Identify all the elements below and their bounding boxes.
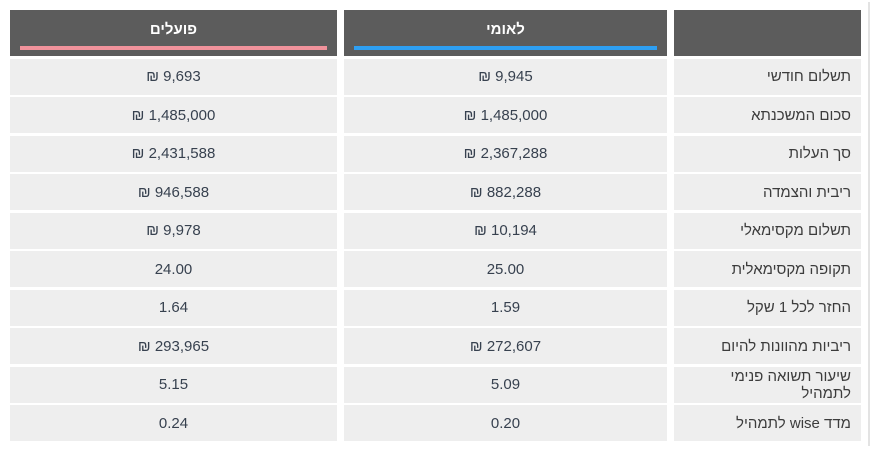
poalim-value-cell: 0.24: [10, 405, 337, 441]
column-header-poalim: פועלים: [10, 10, 337, 56]
metric-label-cell: סכום המשכנתא: [674, 97, 861, 133]
leumi-value-cell: 1.59: [344, 289, 667, 326]
column-header-metrics-empty: [674, 10, 861, 56]
leumi-value-cell: 5.09: [344, 366, 667, 403]
leumi-value-cell: ₪ 9,945: [344, 58, 667, 95]
poalim-value-cell: 5.15: [10, 366, 337, 403]
mortgage-comparison-table: פועלים לאומי ₪ 9,693 ₪ 9,945 תשלום חודשי…: [10, 10, 861, 441]
leumi-value-cell: ₪ 1,485,000: [344, 97, 667, 133]
poalim-underline: [20, 46, 327, 50]
metric-label-cell: סך העלות: [674, 135, 861, 172]
poalim-value-cell: ₪ 946,588: [10, 174, 337, 210]
poalim-value-cell: ₪ 9,978: [10, 212, 337, 249]
metric-label-cell: ריביות מהוונות להיום: [674, 328, 861, 364]
leumi-value-cell: 0.20: [344, 405, 667, 441]
leumi-value-cell: 25.00: [344, 251, 667, 287]
right-edge-divider: [868, 2, 870, 446]
column-header-leumi-label: לאומי: [486, 21, 525, 38]
leumi-value-cell: ₪ 10,194: [344, 212, 667, 249]
poalim-value-cell: ₪ 1,485,000: [10, 97, 337, 133]
column-header-poalim-label: פועלים: [149, 21, 198, 38]
metric-label-cell: שיעור תשואה פנימי לתמהיל: [674, 366, 861, 403]
column-header-leumi: לאומי: [344, 10, 667, 56]
leumi-value-cell: ₪ 2,367,288: [344, 135, 667, 172]
metric-label-cell: מדד wise לתמהיל: [674, 405, 861, 441]
poalim-value-cell: 1.64: [10, 289, 337, 326]
leumi-underline: [354, 46, 657, 50]
metric-label-cell: החזר לכל 1 שקל: [674, 289, 861, 326]
metric-label-cell: תקופה מקסימאלית: [674, 251, 861, 287]
leumi-value-cell: ₪ 272,607: [344, 328, 667, 364]
poalim-value-cell: 24.00: [10, 251, 337, 287]
poalim-value-cell: ₪ 2,431,588: [10, 135, 337, 172]
metric-label-cell: ריבית והצמדה: [674, 174, 861, 210]
poalim-value-cell: ₪ 9,693: [10, 58, 337, 95]
poalim-value-cell: ₪ 293,965: [10, 328, 337, 364]
metric-label-cell: תשלום מקסימאלי: [674, 212, 861, 249]
leumi-value-cell: ₪ 882,288: [344, 174, 667, 210]
metric-label-cell: תשלום חודשי: [674, 58, 861, 95]
